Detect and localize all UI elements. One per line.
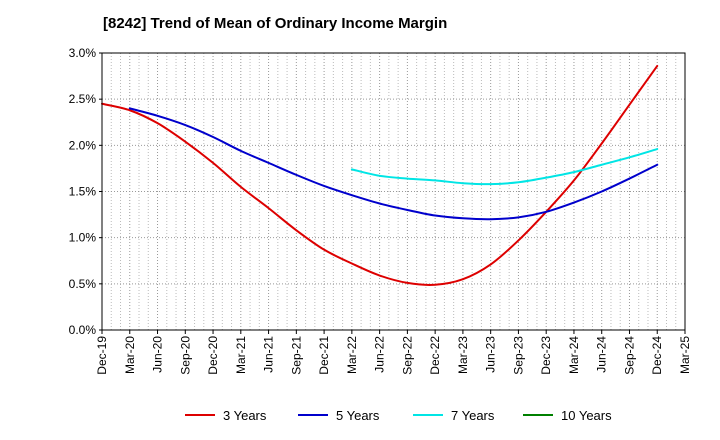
x-tick-label: Mar-21 (234, 336, 248, 374)
x-tick-label: Sep-21 (289, 336, 303, 375)
chart-title: [8242] Trend of Mean of Ordinary Income … (103, 15, 448, 32)
x-tick-label: Sep-24 (622, 336, 636, 375)
x-tick-label: Dec-24 (650, 336, 664, 375)
legend-label: 3 Years (223, 408, 267, 423)
x-tick-label: Mar-22 (345, 336, 359, 374)
x-tick-label: Sep-22 (400, 336, 414, 375)
y-tick-label: 0.0% (69, 323, 97, 337)
series-line-7-years (350, 148, 659, 186)
series-lines (101, 64, 659, 286)
x-tick-label: Mar-23 (456, 336, 470, 374)
x-tick-label: Dec-23 (539, 336, 553, 375)
x-axis-ticks: Dec-19 Mar-20 Jun-20 Sep-20 Dec-20 Mar-21 Jun-… (95, 330, 692, 375)
x-tick-label: Jun-22 (373, 336, 387, 373)
x-tick-label: Mar-24 (567, 336, 581, 374)
grid (102, 53, 685, 330)
x-tick-label: Jun-21 (262, 336, 276, 373)
y-axis-ticks: 0.0% 0.5% 1.0% 1.5% 2.0% 2.5% 3.0% (69, 46, 102, 337)
legend-label: 7 Years (451, 408, 495, 423)
x-tick-label: Mar-25 (678, 336, 692, 374)
y-tick-label: 1.5% (69, 185, 97, 199)
y-tick-label: 3.0% (69, 46, 97, 60)
x-tick-label: Dec-22 (428, 336, 442, 375)
y-tick-label: 1.0% (69, 231, 97, 245)
y-tick-label: 2.0% (69, 138, 97, 152)
x-tick-label: Jun-20 (151, 336, 165, 373)
x-tick-label: Sep-23 (511, 336, 525, 375)
legend-label: 5 Years (336, 408, 380, 423)
series-line-5-years (128, 107, 659, 221)
y-tick-label: 0.5% (69, 277, 97, 291)
x-tick-label: Dec-21 (317, 336, 331, 375)
y-tick-label: 2.5% (69, 92, 97, 106)
series-line-3-years (101, 64, 659, 286)
legend: 3 Years 5 Years 7 Years 10 Years (185, 408, 612, 423)
x-tick-label: Dec-20 (206, 336, 220, 375)
x-tick-label: Jun-23 (484, 336, 498, 373)
x-tick-label: Mar-20 (123, 336, 137, 374)
legend-label: 10 Years (561, 408, 612, 423)
x-tick-label: Jun-24 (595, 336, 609, 373)
x-tick-label: Dec-19 (95, 336, 109, 375)
x-tick-label: Sep-20 (178, 336, 192, 375)
